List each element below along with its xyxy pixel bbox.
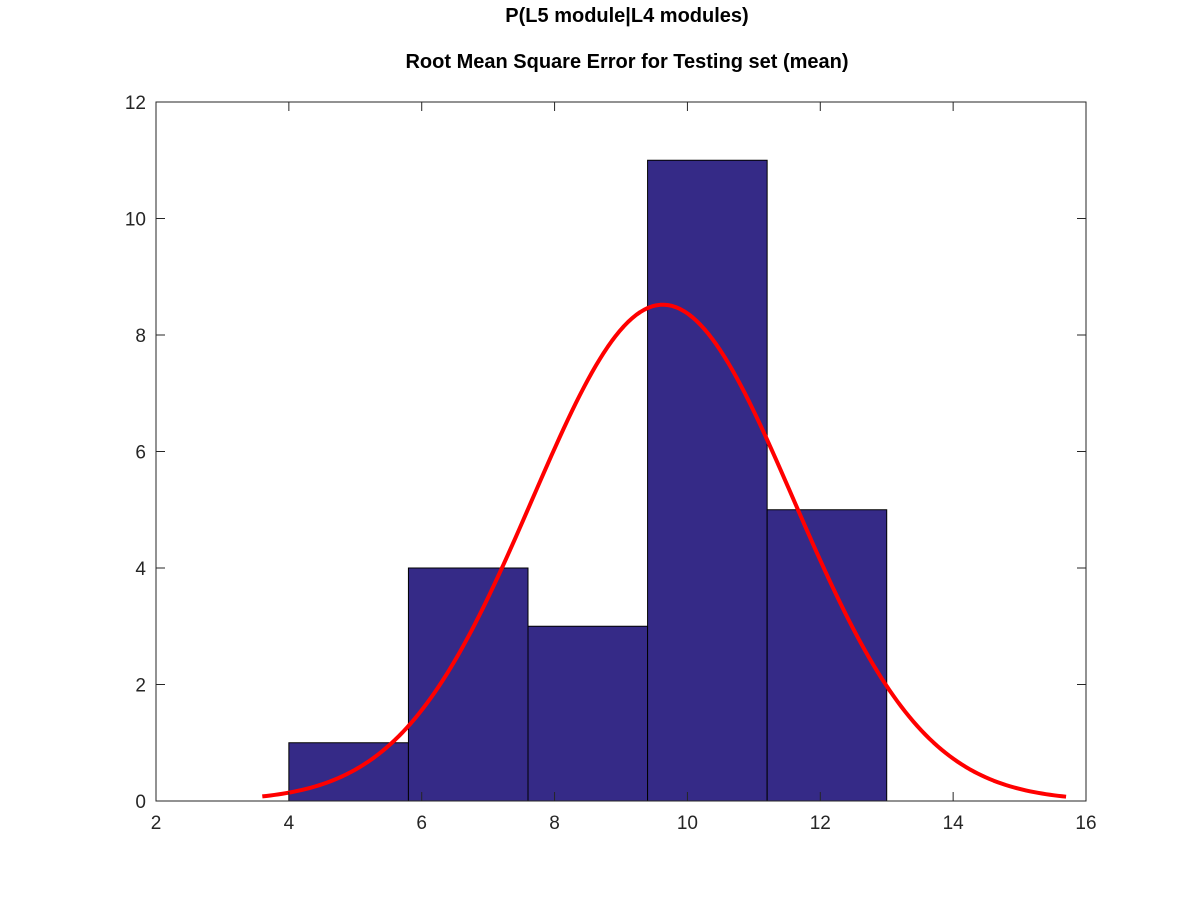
- x-tick-label: 4: [284, 813, 295, 834]
- fit-curve-group: [262, 302, 1067, 799]
- x-tick-label: 16: [1075, 813, 1096, 834]
- histogram-bar: [647, 159, 768, 802]
- x-tick-label: 8: [549, 813, 560, 834]
- x-tick-label: 10: [677, 813, 698, 834]
- y-tick-label: 8: [135, 326, 146, 347]
- histogram-bar: [527, 625, 649, 802]
- chart-subtitle: Root Mean Square Error for Testing set (…: [405, 51, 848, 73]
- y-tick-label: 2: [135, 676, 146, 697]
- y-tick-label: 6: [135, 443, 146, 464]
- y-tick-label: 4: [135, 559, 146, 580]
- x-axis: 2 4 6 8 10 12 14 16: [151, 102, 1097, 834]
- histogram-bar: [407, 567, 529, 802]
- y-tick-label: 0: [135, 792, 146, 813]
- x-tick-label: 12: [810, 813, 831, 834]
- x-tick-label: 6: [416, 813, 427, 834]
- y-axis: 0 2 4 6 8 10 12: [125, 93, 1086, 813]
- y-tick-label: 10: [125, 210, 146, 231]
- x-tick-label: 2: [151, 813, 162, 834]
- y-tick-label: 12: [125, 93, 146, 114]
- x-tick-label: 14: [943, 813, 965, 834]
- chart-title: P(L5 module|L4 modules): [505, 5, 748, 27]
- fit-curve-line: [262, 302, 1067, 799]
